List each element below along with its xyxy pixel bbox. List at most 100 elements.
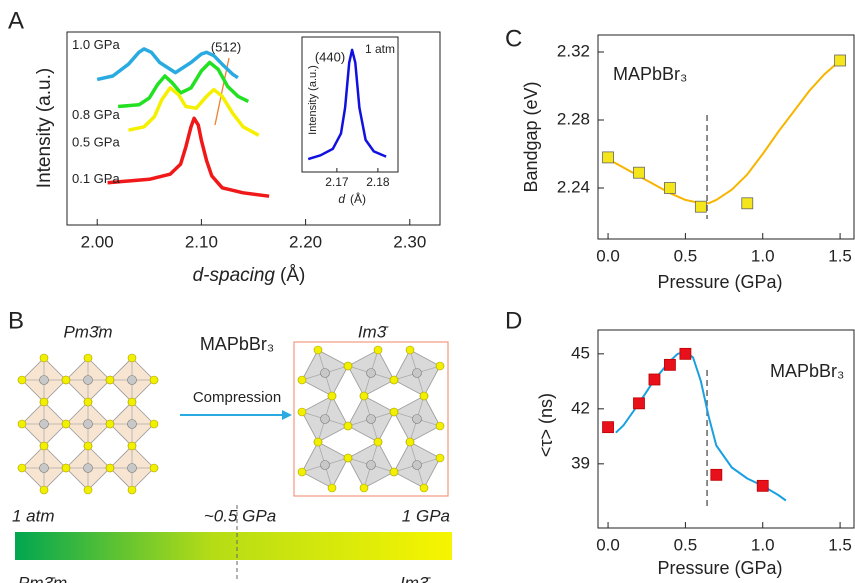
halide-atom — [359, 391, 369, 401]
x-axis-label: d-spacing — [193, 265, 276, 286]
halide-atom — [373, 437, 383, 447]
x-tick-label: 0.0 — [596, 246, 620, 265]
spectrum-line — [307, 48, 387, 161]
data-point — [664, 358, 676, 371]
lead-atom — [412, 414, 422, 424]
halide-atom — [343, 421, 353, 431]
lead-atom — [127, 375, 137, 385]
lead-atom — [366, 414, 376, 424]
halide-atom — [39, 353, 49, 363]
unit-cell — [293, 341, 449, 497]
phase-label: Im3̄ — [400, 573, 431, 583]
lead-atom — [39, 419, 49, 429]
plot-frame — [597, 34, 855, 240]
halide-atom — [389, 467, 399, 477]
halide-atom — [105, 375, 115, 385]
lead-atom — [366, 368, 376, 378]
data-point — [664, 182, 676, 194]
halide-atom — [435, 361, 445, 371]
x-axis-unit: (Å) — [350, 191, 366, 206]
y-axis-label: Bandgap (eV) — [521, 81, 541, 192]
halide-atom — [373, 345, 383, 355]
x-tick-label: 2.10 — [185, 232, 218, 251]
halide-atom — [313, 437, 323, 447]
halide-atom — [149, 419, 159, 429]
series-label: 0.8 GPa — [72, 107, 120, 122]
halide-atom — [419, 391, 429, 401]
data-point — [694, 200, 707, 213]
spectrum-line — [128, 86, 260, 137]
lead-atom — [39, 463, 49, 473]
annotation: (440) — [315, 49, 345, 64]
data-point — [633, 397, 645, 410]
lead-atom — [320, 460, 330, 470]
fit-curve — [615, 351, 787, 502]
y-tick-label: 42 — [571, 398, 590, 417]
halide-atom — [83, 441, 93, 451]
x-axis-label: Pressure (GPa) — [657, 272, 782, 292]
scale-label: 1 GPa — [402, 506, 450, 525]
lead-atom — [127, 463, 137, 473]
data-point — [756, 479, 769, 492]
halide-atom — [17, 375, 27, 385]
data-point — [648, 373, 661, 386]
phase-label: Pm3̄m — [18, 573, 67, 583]
x-tick-label: 1.5 — [828, 246, 852, 265]
series-label: 0.1 GPa — [72, 171, 120, 186]
x-tick-label: 2.00 — [81, 232, 114, 251]
halide-atom — [327, 391, 337, 401]
x-tick-label: 0.5 — [674, 246, 698, 265]
x-axis-label: d — [338, 192, 345, 206]
halide-atom — [105, 419, 115, 429]
series-label: 0.5 GPa — [72, 135, 120, 150]
lattice-drawings — [17, 341, 449, 497]
lead-atom — [320, 368, 330, 378]
x-axis-label: Pressure (GPa) — [657, 558, 782, 578]
lead-atom — [412, 368, 422, 378]
series-label: 1.0 GPa — [72, 37, 120, 52]
panel-label: A — [8, 7, 24, 34]
halide-atom — [61, 463, 71, 473]
fit-curve — [607, 59, 841, 205]
data-point — [633, 166, 645, 179]
lead-atom — [320, 414, 330, 424]
x-tick-label: 1.0 — [751, 246, 775, 265]
arrow-label: Compression — [193, 389, 281, 406]
halide-atom — [435, 421, 445, 431]
data-point — [602, 421, 614, 434]
halide-atom — [297, 407, 307, 417]
scale-label: 1 atm — [12, 506, 55, 525]
spectrum-line — [117, 60, 250, 109]
y-axis-label: Intensity (a.u.) — [34, 68, 55, 188]
halide-atom — [389, 375, 399, 385]
data-point — [679, 347, 692, 360]
spectrum-line — [96, 47, 239, 82]
halide-atom — [327, 483, 337, 493]
x-tick-label: 2.20 — [289, 232, 322, 251]
halide-atom — [297, 467, 307, 477]
arrow-head — [282, 410, 292, 420]
condition-label: 1 atm — [365, 42, 395, 56]
lead-atom — [127, 419, 137, 429]
plot-frame — [301, 36, 399, 173]
halide-atom — [83, 353, 93, 363]
y-axis-label: <τ> (ns) — [536, 393, 556, 457]
lead-atom — [366, 460, 376, 470]
halide-atom — [435, 453, 445, 463]
halide-atom — [313, 345, 323, 355]
x-axis-unit: (Å) — [280, 265, 305, 286]
halide-atom — [359, 483, 369, 493]
spectrum-line — [107, 116, 270, 198]
halide-atom — [105, 463, 115, 473]
compound-label: MAPbBr₃ — [200, 334, 274, 354]
halide-atom — [83, 485, 93, 495]
scale-label: ~0.5 GPa — [204, 506, 276, 525]
data-point — [602, 151, 614, 164]
data-point — [710, 468, 723, 481]
panel-label: D — [505, 307, 522, 334]
phase-label: Pm3̄m — [63, 322, 112, 341]
halide-atom — [127, 485, 137, 495]
lead-atom — [39, 375, 49, 385]
